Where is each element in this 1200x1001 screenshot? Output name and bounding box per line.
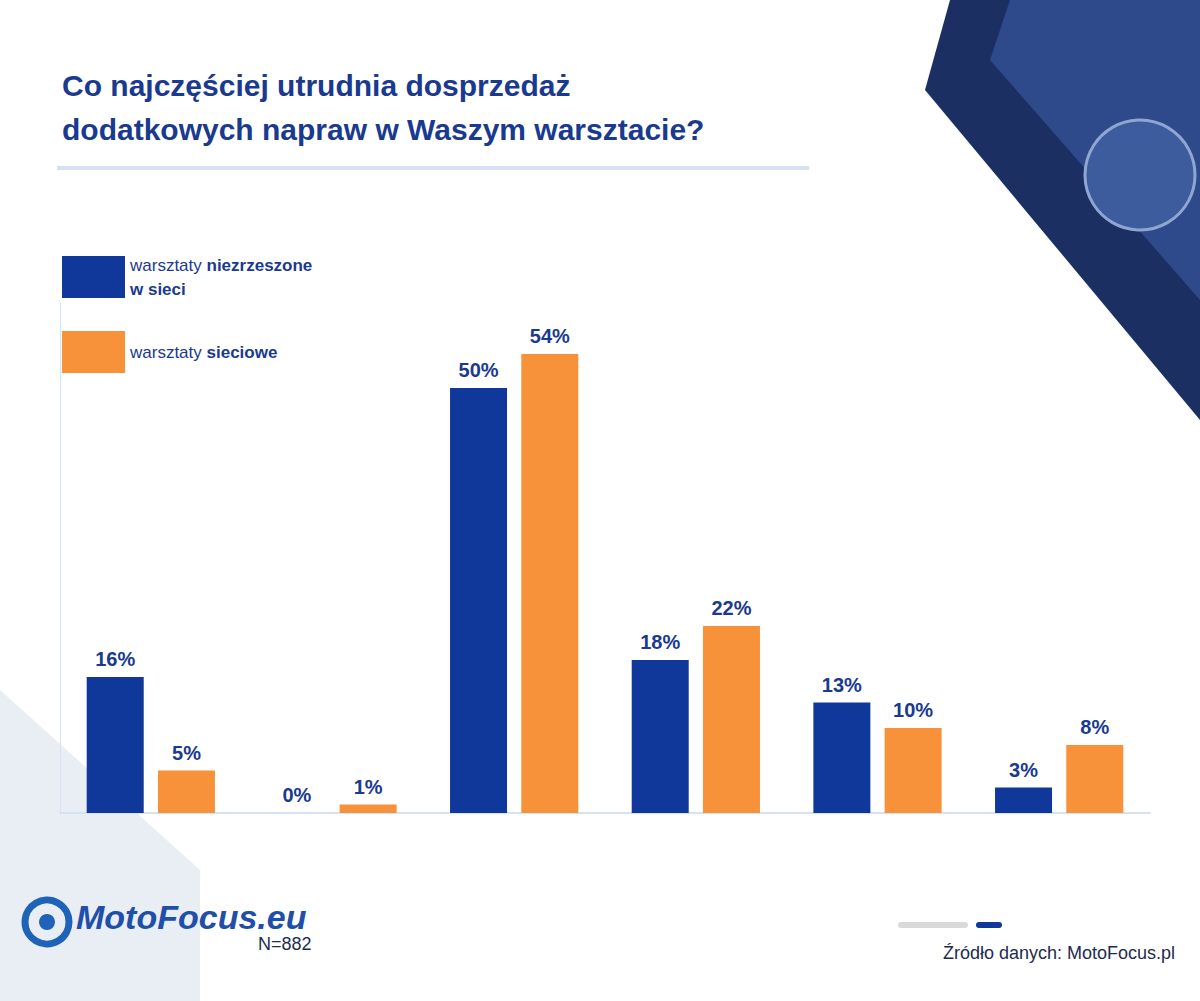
svg-text:5%: 5% [172,742,201,764]
svg-text:warsztaty: warsztaty [129,256,202,275]
svg-text:10%: 10% [893,699,933,721]
svg-text:N=882: N=882 [258,934,312,954]
svg-text:w: w [129,280,144,299]
svg-text:Źródło danych: MotoFocus.pl: Źródło danych: MotoFocus.pl [943,943,1175,963]
svg-text:16%: 16% [95,648,135,670]
svg-text:dodatkowych napraw w Waszym wa: dodatkowych napraw w Waszym warsztacie? [62,113,704,146]
svg-text:8%: 8% [1080,716,1109,738]
svg-text:Co najczęściej utrudnia dosprz: Co najczęściej utrudnia dosprzedaż [62,69,579,102]
svg-text:3%: 3% [1009,759,1038,781]
svg-text:54%: 54% [530,325,570,347]
svg-text:13%: 13% [822,674,862,696]
svg-text:0%: 0% [282,784,311,806]
svg-text:22%: 22% [711,597,751,619]
svg-text:18%: 18% [640,631,680,653]
svg-text:50%: 50% [459,359,499,381]
svg-text:warsztaty: warsztaty [129,343,202,362]
svg-text:niezrzeszone: niezrzeszone [207,256,313,275]
svg-text:sieci: sieci [148,280,186,299]
svg-text:MotoFocus.eu: MotoFocus.eu [76,898,307,936]
svg-text:sieciowe: sieciowe [207,343,278,362]
svg-text:1%: 1% [354,776,383,798]
